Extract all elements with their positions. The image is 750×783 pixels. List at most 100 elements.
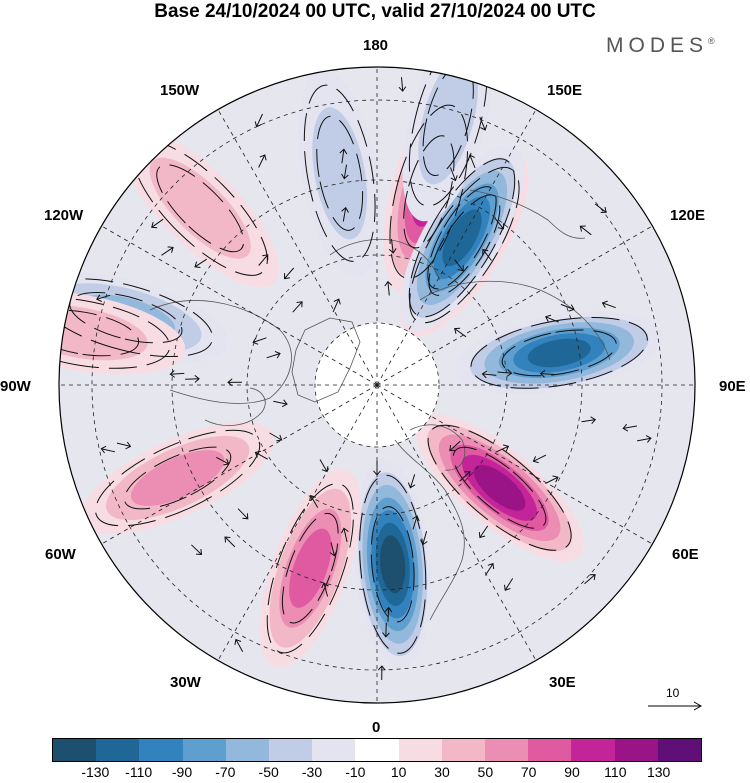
colorbar-swatch — [269, 739, 313, 761]
wind-arrow — [382, 622, 390, 638]
wind-arrow — [388, 239, 397, 254]
wind-arrow — [258, 254, 269, 266]
wind-arrow — [377, 665, 386, 681]
wind-arrow — [191, 544, 203, 556]
colorbar-swatch — [225, 739, 270, 761]
wind-streamline — [403, 135, 455, 249]
brand-name: MODES — [606, 34, 709, 57]
wind-arrow — [216, 456, 230, 466]
map-disc — [59, 67, 695, 703]
wind-arrow — [412, 515, 420, 530]
colorbar-swatch — [139, 739, 183, 761]
coastline-hudson — [204, 387, 266, 426]
wind-arrow — [329, 542, 338, 557]
wind-streamline — [59, 309, 140, 357]
colorbar-tick-label: -90 — [171, 764, 193, 780]
colorbar-tick-label: -130 — [81, 764, 110, 780]
colorbar-ticks: -130 -110 -90 -70 -50 -30 -10 10 30 50 70 90 110 130 — [52, 764, 702, 783]
colorbar-swatch — [53, 739, 97, 761]
wind-streamline — [428, 194, 501, 296]
wind-arrow — [116, 441, 132, 450]
wind-arrow — [584, 574, 596, 585]
wind-streamline — [95, 429, 261, 527]
wind-arrow — [497, 369, 513, 377]
wind-arrow — [341, 527, 349, 543]
positive-anomaly-contour — [59, 305, 148, 361]
lon-label-0: 0 — [372, 719, 381, 736]
wind-arrow — [420, 530, 428, 546]
wind-arrow — [273, 399, 288, 408]
lon-label-60w: 60W — [45, 546, 76, 563]
wind-arrow — [258, 154, 267, 168]
wind-streamline — [501, 329, 617, 377]
wind-arrow — [283, 267, 295, 280]
wind-arrow — [459, 471, 471, 482]
meridian-line — [376, 384, 653, 545]
wind-arrow — [544, 314, 559, 323]
wind-arrow — [504, 578, 514, 591]
colorbar-tick-label: 130 — [646, 764, 671, 780]
latitude-circle — [91, 99, 663, 671]
wind-streamline — [303, 84, 376, 262]
colorbar-tick-label: -10 — [345, 764, 366, 780]
wind-arrow — [539, 369, 555, 378]
map-title: Base 24/10/2024 00 UTC, valid 27/10/2024… — [154, 1, 596, 22]
wind-arrow — [467, 154, 476, 169]
lon-label-90e: 90E — [719, 378, 746, 395]
lon-label-120w: 120W — [44, 207, 84, 224]
colorbar-swatch — [398, 739, 442, 761]
wind-arrow — [96, 294, 111, 302]
map-border — [58, 66, 696, 704]
lon-label-90w: 90W — [0, 378, 31, 395]
colorbar-swatch — [96, 739, 140, 761]
wind-arrow — [224, 536, 236, 548]
wind-streamline — [59, 297, 171, 369]
wind-arrow — [151, 218, 164, 229]
wind-arrow — [601, 300, 616, 309]
wind-arrow — [332, 298, 341, 313]
wind-arrow — [321, 582, 329, 597]
wind-arrow — [266, 350, 281, 359]
negative-anomaly-contour — [312, 107, 368, 240]
colorbar-tick-label: -70 — [215, 764, 236, 780]
coastline-europe — [394, 439, 465, 621]
negative-anomaly-contour — [527, 338, 591, 368]
wind-arrow — [449, 440, 461, 452]
coastline-siberia — [419, 280, 611, 361]
meridian-line — [376, 109, 537, 386]
negative-anomaly-contour — [380, 535, 406, 594]
wind-arrow — [532, 454, 547, 464]
wind-streamline — [408, 67, 488, 207]
wind-arrow — [269, 432, 283, 442]
colorbar-swatch — [528, 739, 572, 761]
wind-arrow — [185, 375, 200, 383]
meridian-line — [217, 384, 378, 661]
wind-arrow — [494, 217, 505, 230]
colorbar-swatch — [657, 739, 702, 761]
meridian-line — [101, 225, 378, 386]
positive-anomaly-contour — [130, 450, 225, 506]
wind-arrow — [339, 148, 348, 164]
colorbar-swatch — [182, 739, 226, 761]
meridian-line — [376, 225, 653, 386]
colorbar-tick-label: 30 — [434, 764, 450, 780]
meridian-line — [217, 109, 378, 386]
vector-reference-label: 10 — [666, 686, 680, 700]
wind-arrow — [384, 606, 393, 622]
colorbar — [52, 738, 702, 762]
colorbar-tick-label: 50 — [477, 764, 494, 780]
wind-streamline — [389, 104, 469, 279]
colorbar-swatch — [614, 739, 658, 761]
latitude-circle — [314, 322, 440, 448]
colorbar-tick-label: -110 — [125, 764, 153, 780]
wind-arrow — [478, 525, 489, 539]
colorbar-tick-label: 70 — [520, 764, 537, 780]
wind-arrow — [194, 258, 207, 268]
wind-arrow — [454, 259, 464, 272]
wind-arrow — [560, 303, 575, 312]
colorbar-swatch — [441, 739, 486, 761]
wind-streamlines — [59, 67, 652, 681]
wind-arrow — [454, 327, 467, 338]
wind-arrow — [622, 423, 638, 432]
wind-streamline — [266, 483, 354, 654]
